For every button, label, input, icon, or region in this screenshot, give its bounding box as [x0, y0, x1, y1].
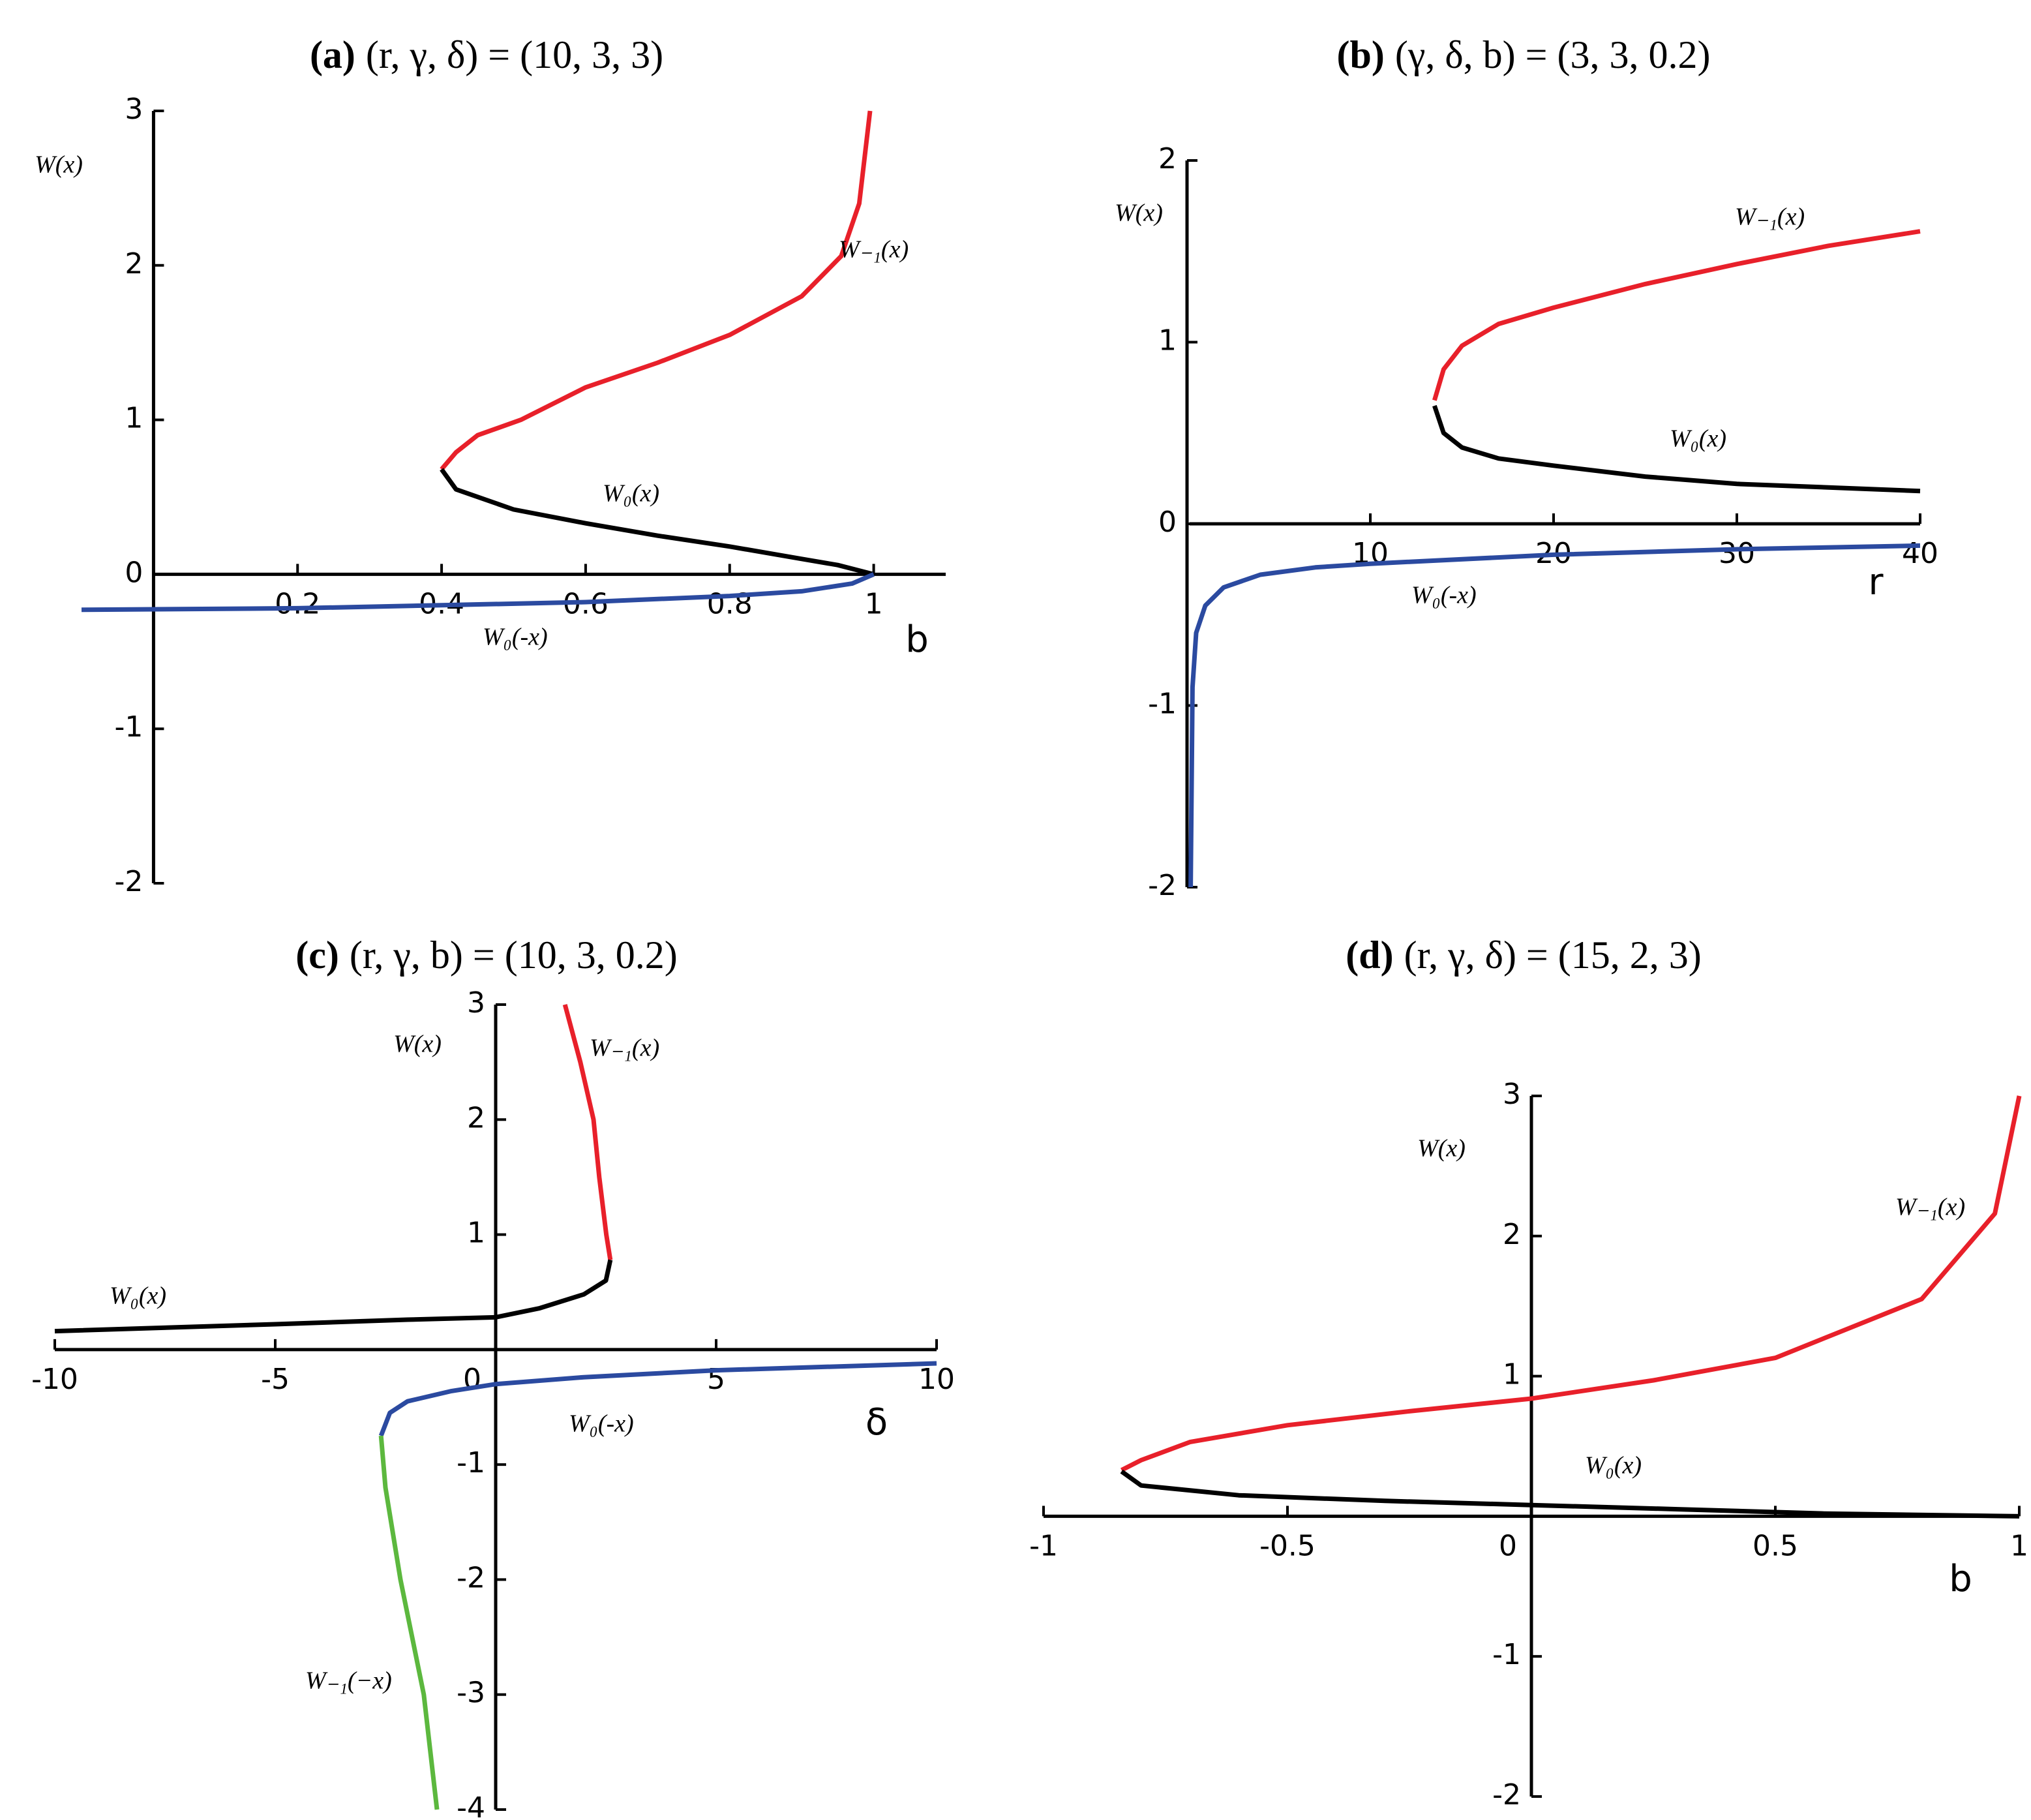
y-tick-label: 1	[467, 1217, 485, 1250]
curve	[1120, 1469, 2020, 1519]
x-axis-label: b	[905, 618, 929, 661]
curve	[440, 110, 873, 471]
panel-label: (a)	[310, 33, 355, 76]
x-tick-label: 0.2	[275, 587, 320, 620]
y-tick-label: 1	[1503, 1358, 1521, 1391]
curve-label: W₀(-x)	[483, 624, 548, 651]
x-tick-label: 1	[2010, 1529, 2028, 1562]
curve-label: W₀(x)	[1670, 425, 1726, 453]
y-tick-label: 0	[125, 556, 143, 589]
curve	[1121, 1095, 2022, 1472]
curve-label: W₀(x)	[1585, 1452, 1642, 1479]
panel-label: (b)	[1337, 33, 1385, 76]
y-axis-label: W(x)	[393, 1031, 442, 1058]
y-tick-label: -1	[457, 1446, 485, 1479]
y-tick-label: 2	[1503, 1218, 1521, 1251]
y-tick-label: -1	[1148, 688, 1177, 721]
x-tick-label: 1	[865, 587, 883, 620]
y-tick-label: 2	[467, 1101, 485, 1134]
y-tick-label: 0	[1158, 506, 1177, 539]
y-tick-label: -2	[1148, 869, 1177, 902]
y-axis-label: W(x)	[1417, 1135, 1466, 1162]
y-tick-label: -1	[115, 710, 143, 744]
panel-title-text: (γ, δ, b) = (3, 3, 0.2)	[1395, 33, 1711, 76]
x-tick-label: -0.5	[1259, 1529, 1316, 1562]
curve-label: W₀(-x)	[1411, 582, 1477, 609]
curve-label: W₀(x)	[110, 1282, 166, 1310]
x-tick-label: 30	[1719, 537, 1755, 570]
curve	[562, 1004, 613, 1260]
curve	[1188, 543, 1921, 888]
y-tick-label: 3	[125, 93, 143, 126]
curve	[54, 1259, 613, 1334]
panel-title-text: (r, γ, b) = (10, 3, 0.2)	[350, 933, 678, 977]
x-tick-label: -5	[261, 1363, 290, 1396]
panel-title: (d) (r, γ, δ) = (15, 2, 3)	[1346, 933, 1701, 977]
x-tick-label: 0.8	[707, 587, 753, 620]
y-tick-label: -1	[1492, 1638, 1521, 1671]
panel-title: (b) (γ, δ, b) = (3, 3, 0.2)	[1337, 33, 1711, 76]
panel-label: (c)	[295, 933, 339, 977]
x-tick-label: 40	[1902, 537, 1938, 570]
curve-label: W₀(-x)	[569, 1410, 634, 1438]
panel-title: (a) (r, γ, δ) = (10, 3, 3)	[310, 33, 663, 76]
curve-label: W₋₁(x)	[590, 1035, 659, 1062]
y-tick-label: 2	[125, 247, 143, 281]
panel-label: (d)	[1346, 933, 1393, 977]
y-tick-label: -2	[115, 865, 143, 898]
x-tick-label: 0.5	[1753, 1529, 1798, 1562]
curve-label: W₋₁(x)	[1895, 1194, 1965, 1221]
panel-title-text: (r, γ, δ) = (10, 3, 3)	[366, 33, 663, 76]
x-axis-label: b	[1949, 1558, 1972, 1600]
y-tick-label: 3	[1503, 1078, 1521, 1111]
curve-label: W₋₁(−x)	[305, 1667, 392, 1695]
y-tick-label: -2	[457, 1561, 485, 1594]
panel-title: (c) (r, γ, b) = (10, 3, 0.2)	[295, 933, 677, 977]
curve	[1432, 404, 1921, 494]
curve	[81, 572, 875, 613]
y-axis-label: W(x)	[35, 151, 83, 179]
y-tick-label: 2	[1158, 142, 1177, 175]
panel-title-text: (r, γ, δ) = (15, 2, 3)	[1404, 933, 1702, 977]
curve-label: W₋₁(x)	[1735, 204, 1805, 231]
x-tick-label: 0	[1499, 1529, 1517, 1562]
y-tick-label: 1	[125, 402, 143, 435]
y-tick-label: -4	[457, 1791, 485, 1820]
curve-label: W₀(x)	[603, 480, 659, 508]
y-tick-label: 1	[1158, 324, 1177, 357]
curve	[378, 1361, 937, 1437]
x-tick-label: 5	[707, 1363, 725, 1396]
x-tick-label: -1	[1029, 1529, 1058, 1562]
x-tick-label: -10	[31, 1363, 78, 1396]
curve	[1432, 229, 1921, 401]
x-axis-label: δ	[865, 1401, 888, 1444]
curve	[440, 468, 875, 577]
y-axis-label: W(x)	[1115, 200, 1163, 227]
x-axis-label: r	[1868, 561, 1884, 603]
y-tick-label: -2	[1492, 1778, 1521, 1812]
y-tick-label: 3	[467, 986, 485, 1020]
curve	[378, 1435, 440, 1810]
curve-label: W₋₁(x)	[839, 236, 909, 264]
x-tick-label: 10	[918, 1363, 955, 1396]
y-tick-label: -3	[457, 1676, 485, 1710]
